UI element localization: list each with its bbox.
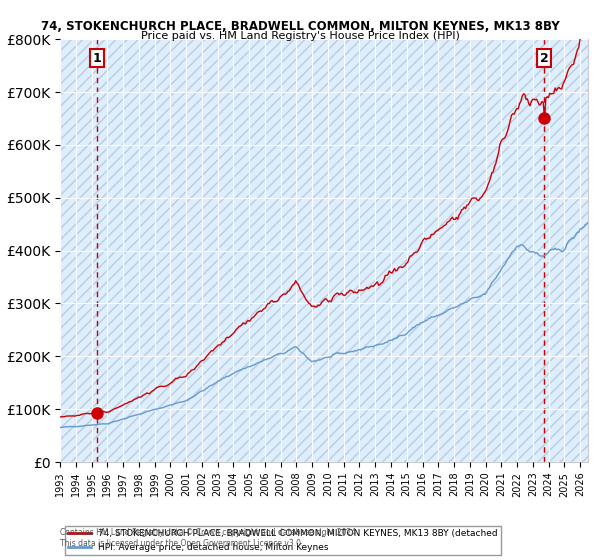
Legend: 74, STOKENCHURCH PLACE, BRADWELL COMMON, MILTON KEYNES, MK13 8BY (detached, HPI:: 74, STOKENCHURCH PLACE, BRADWELL COMMON,… [65,526,501,556]
Text: 1: 1 [93,52,102,65]
Text: Contains HM Land Registry data © Crown copyright and database right 2024.
This d: Contains HM Land Registry data © Crown c… [60,528,359,548]
Text: 2: 2 [539,52,548,65]
Text: Price paid vs. HM Land Registry's House Price Index (HPI): Price paid vs. HM Land Registry's House … [140,31,460,41]
Text: 74, STOKENCHURCH PLACE, BRADWELL COMMON, MILTON KEYNES, MK13 8BY: 74, STOKENCHURCH PLACE, BRADWELL COMMON,… [41,20,559,32]
